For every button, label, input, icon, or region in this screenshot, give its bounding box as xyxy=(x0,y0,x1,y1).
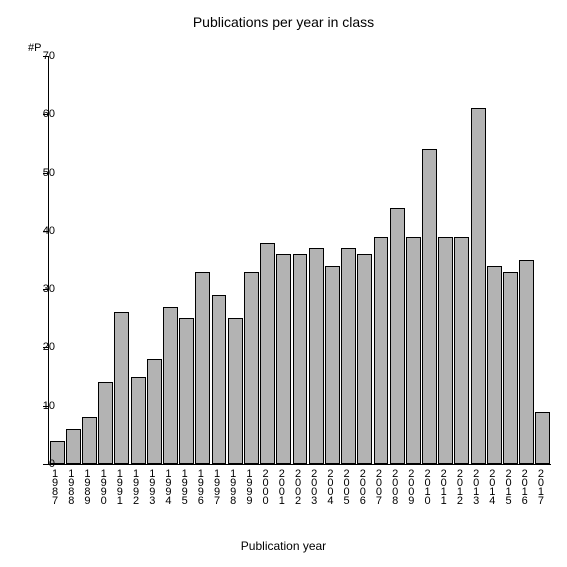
bar xyxy=(276,254,291,464)
x-tick-label: 1998 xyxy=(230,468,238,504)
x-tick-label: 1997 xyxy=(214,468,222,504)
x-axis-label: Publication year xyxy=(0,539,567,553)
bar xyxy=(66,429,81,464)
x-tick-label: 2002 xyxy=(295,468,303,504)
x-tick-label: 2016 xyxy=(522,468,530,504)
x-tick-label: 1988 xyxy=(68,468,76,504)
bar xyxy=(260,243,275,464)
y-tick-label: 30 xyxy=(31,283,55,295)
x-tick-label: 2017 xyxy=(538,468,546,504)
x-tick-label: 1987 xyxy=(52,468,60,504)
bar xyxy=(131,377,146,464)
x-tick-label: 1991 xyxy=(117,468,125,504)
bar xyxy=(487,266,502,464)
x-tick-label: 2015 xyxy=(506,468,514,504)
bar xyxy=(163,307,178,464)
bar xyxy=(341,248,356,464)
x-tick-label: 1990 xyxy=(101,468,109,504)
bars-group xyxy=(49,56,551,464)
x-tick-label: 2011 xyxy=(441,468,449,504)
y-tick-label: 70 xyxy=(31,50,55,62)
x-tick-label: 2003 xyxy=(311,468,319,504)
x-tick-label: 1996 xyxy=(198,468,206,504)
x-tick-label: 2009 xyxy=(408,468,416,504)
bar xyxy=(535,412,550,464)
x-tick-label: 1989 xyxy=(84,468,92,504)
bar xyxy=(82,417,97,464)
x-tick-label: 2014 xyxy=(489,468,497,504)
bar xyxy=(244,272,259,464)
x-tick-label: 2012 xyxy=(457,468,465,504)
chart-title: Publications per year in class xyxy=(0,14,567,30)
x-tick-label: 1992 xyxy=(133,468,141,504)
publications-bar-chart: Publications per year in class #P 198719… xyxy=(0,0,567,567)
bar xyxy=(406,237,421,464)
x-tick-label: 2013 xyxy=(473,468,481,504)
bar xyxy=(357,254,372,464)
x-tick-label: 2007 xyxy=(376,468,384,504)
bar xyxy=(212,295,227,464)
y-tick-label: 20 xyxy=(31,341,55,353)
bar xyxy=(422,149,437,464)
plot-area xyxy=(48,56,551,465)
bar xyxy=(471,108,486,464)
bar xyxy=(179,318,194,464)
x-tick-label: 2005 xyxy=(344,468,352,504)
bar xyxy=(390,208,405,464)
bar xyxy=(228,318,243,464)
bar xyxy=(147,359,162,464)
x-tick-label: 1995 xyxy=(182,468,190,504)
bar xyxy=(503,272,518,464)
bar xyxy=(195,272,210,464)
x-tick-labels: 1987 1988 1989 1990 1991 1992 1993 1994 1995 1996… xyxy=(48,466,550,521)
bar xyxy=(519,260,534,464)
x-tick-label: 1993 xyxy=(149,468,157,504)
bar xyxy=(114,312,129,464)
bar xyxy=(98,382,113,464)
y-tick-label: 10 xyxy=(31,400,55,412)
bar xyxy=(309,248,324,464)
y-tick-label: 50 xyxy=(31,167,55,179)
bar xyxy=(325,266,340,464)
x-tick-label: 1994 xyxy=(165,468,173,504)
x-tick-label: 2006 xyxy=(360,468,368,504)
bar xyxy=(454,237,469,464)
x-tick-label: 2004 xyxy=(327,468,335,504)
x-tick-label: 2001 xyxy=(279,468,287,504)
x-tick-label: 1999 xyxy=(246,468,254,504)
bar xyxy=(438,237,453,464)
y-tick-label: 40 xyxy=(31,225,55,237)
x-tick-label: 2000 xyxy=(263,468,271,504)
bar xyxy=(293,254,308,464)
y-tick-label: 0 xyxy=(31,458,55,470)
y-tick-label: 60 xyxy=(31,108,55,120)
x-tick-label: 2010 xyxy=(425,468,433,504)
bar xyxy=(374,237,389,464)
x-tick-label: 2008 xyxy=(392,468,400,504)
